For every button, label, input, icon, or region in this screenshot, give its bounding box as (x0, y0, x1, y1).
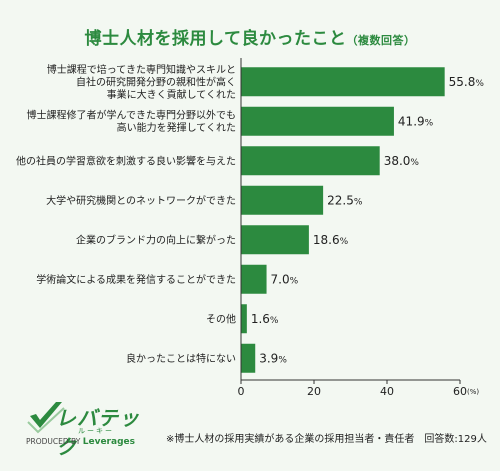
bar-2 (241, 146, 380, 176)
bar-4 (241, 225, 309, 255)
checkmark-logo-icon (27, 402, 65, 434)
value-label-1: 41.9% (398, 114, 434, 128)
x-tick-label-3: 60 (453, 385, 467, 398)
bar-1 (241, 106, 394, 136)
x-tick-label-1: 20 (307, 385, 321, 398)
value-label-4: 18.6% (313, 233, 349, 247)
bar-3 (241, 185, 324, 215)
footnote: ※博士人材の採用実績がある企業の採用担当者・責任者 回答数:129人 (166, 434, 487, 445)
category-label-7-0: 良かったことは特にない (126, 352, 236, 365)
category-label-1-1: 高い能力を発揮してくれた (117, 121, 236, 134)
chart-title-main: 博士人材を採用して良かったこと (84, 29, 347, 49)
logo-name: レバテック (56, 406, 140, 459)
category-label-0-1: 自社の研究開発分野の親和性が高く (76, 75, 236, 88)
logo-produced-by: PRODUCED BY Leverages (26, 437, 135, 447)
brand-logo: レバテック ルーキー PRODUCED BY Leverages (26, 400, 156, 459)
category-label-3-0: 大学や研究機関とのネットワークができた (46, 194, 236, 207)
bar-5 (241, 264, 267, 294)
bar-0 (241, 67, 445, 97)
chart-title: 博士人材を採用して良かったこと（複数回答） (0, 24, 500, 49)
category-label-5-0: 学術論文による成果を発信することができた (36, 273, 236, 286)
value-label-2: 38.0% (384, 154, 420, 168)
x-unit-label: (%) (467, 388, 479, 396)
value-label-0: 55.8% (449, 75, 485, 89)
category-label-0-2: 事業に大きく貢献してくれた (107, 88, 236, 101)
category-label-1-0: 博士課程修了者が学んできた専門分野以外でも (27, 109, 237, 122)
logo-by-brand: Leverages (82, 437, 135, 447)
logo-by-prefix: PRODUCED BY (26, 437, 81, 446)
value-label-7: 3.9% (259, 351, 287, 365)
category-label-4-0: 企業のブランド力の向上に繋がった (76, 233, 236, 246)
bar-7 (241, 343, 256, 373)
bar-6 (241, 304, 247, 334)
category-label-0-0: 博士課程で培ってきた専門知識やスキルと (47, 63, 236, 76)
x-tick-label-2: 40 (380, 385, 394, 398)
logo-subname: ルーキー (78, 427, 114, 435)
x-tick-label-0: 0 (238, 385, 245, 398)
category-label-2-0: 他の社員の学習意欲を刺激する良い影響を与えた (16, 154, 236, 167)
value-label-6: 1.6% (251, 312, 279, 326)
value-label-5: 7.0% (271, 272, 299, 286)
chart-subtitle: （複数回答） (346, 34, 416, 47)
value-label-3: 22.5% (327, 193, 363, 207)
category-label-6-0: その他 (206, 312, 236, 325)
